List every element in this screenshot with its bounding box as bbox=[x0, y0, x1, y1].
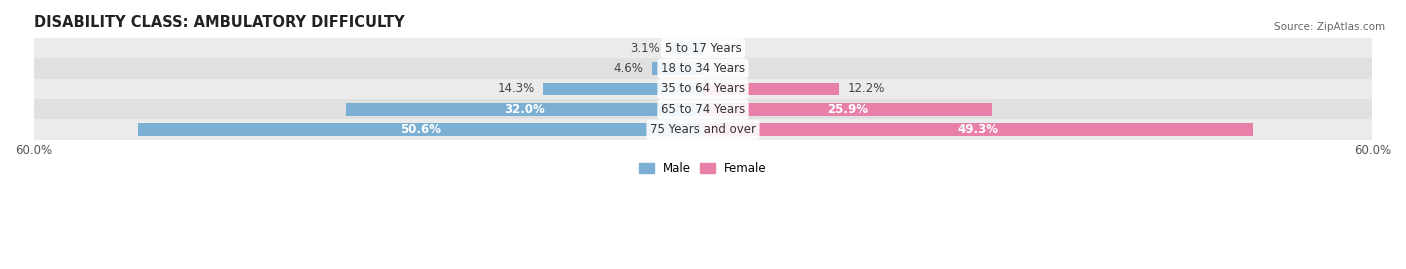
Text: 5 to 17 Years: 5 to 17 Years bbox=[665, 42, 741, 55]
Bar bbox=[703, 123, 1253, 136]
Text: 12.2%: 12.2% bbox=[848, 83, 886, 95]
Bar bbox=[34, 119, 1372, 140]
Bar bbox=[34, 99, 1372, 119]
Text: 32.0%: 32.0% bbox=[505, 103, 546, 116]
Text: 49.3%: 49.3% bbox=[957, 123, 998, 136]
Bar bbox=[668, 42, 703, 55]
Text: 0.0%: 0.0% bbox=[711, 42, 741, 55]
Text: DISABILITY CLASS: AMBULATORY DIFFICULTY: DISABILITY CLASS: AMBULATORY DIFFICULTY bbox=[34, 15, 404, 30]
Text: 3.1%: 3.1% bbox=[630, 42, 659, 55]
Bar bbox=[703, 103, 993, 116]
Bar bbox=[34, 79, 1372, 99]
Bar bbox=[34, 58, 1372, 79]
Text: 50.6%: 50.6% bbox=[401, 123, 441, 136]
Bar bbox=[651, 62, 703, 75]
Text: Source: ZipAtlas.com: Source: ZipAtlas.com bbox=[1274, 22, 1385, 31]
Bar bbox=[34, 38, 1372, 58]
Bar bbox=[138, 123, 703, 136]
Bar bbox=[544, 83, 703, 95]
Text: 18 to 34 Years: 18 to 34 Years bbox=[661, 62, 745, 75]
Text: 75 Years and over: 75 Years and over bbox=[650, 123, 756, 136]
Bar bbox=[346, 103, 703, 116]
Text: 14.3%: 14.3% bbox=[498, 83, 534, 95]
Text: 35 to 64 Years: 35 to 64 Years bbox=[661, 83, 745, 95]
Text: 0.0%: 0.0% bbox=[711, 62, 741, 75]
Text: 65 to 74 Years: 65 to 74 Years bbox=[661, 103, 745, 116]
Text: 25.9%: 25.9% bbox=[827, 103, 868, 116]
Legend: Male, Female: Male, Female bbox=[634, 157, 772, 180]
Bar bbox=[703, 83, 839, 95]
Text: 4.6%: 4.6% bbox=[613, 62, 643, 75]
